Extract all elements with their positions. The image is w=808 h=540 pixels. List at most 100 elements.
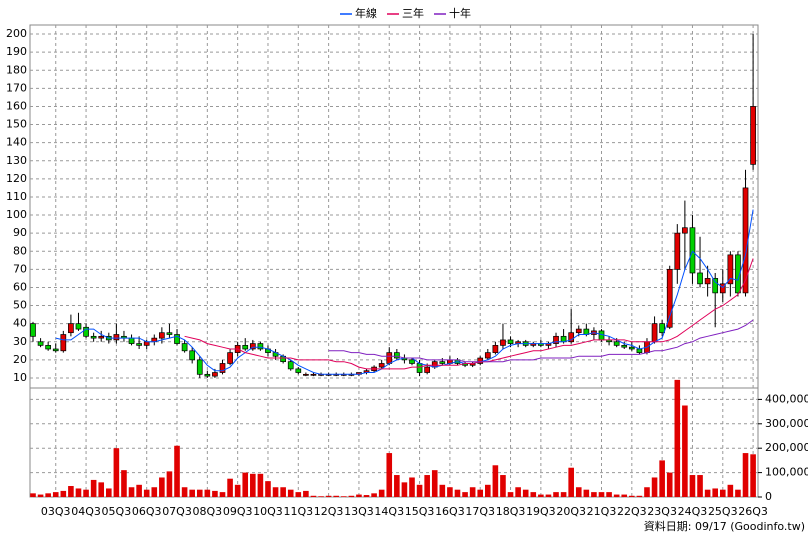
volume-bar [492,465,499,497]
volume-bar [333,495,339,497]
volume-bar [424,475,430,497]
volume-bar [560,492,567,497]
candle-body [287,361,294,370]
volume-bar [515,487,521,497]
candle-body [477,357,484,364]
volume-bar [113,448,120,497]
candle-body [386,352,393,364]
volume-bar [530,492,537,497]
candle-body [249,343,256,350]
volume-bar [606,492,612,497]
volume-bar [219,492,226,497]
x-tick-label: 21Q3 [587,505,617,518]
x-tick-label: 03Q3 [41,505,71,518]
volume-bar [742,453,749,497]
volume-bar [295,492,302,497]
volume-bar [621,494,628,497]
ma-line [328,319,754,363]
y-tick-label: 110 [6,190,27,203]
candle-body [719,283,726,294]
volume-bar [340,496,347,497]
x-tick-label: 04Q3 [71,505,101,518]
volume-bar [575,487,582,497]
x-tick-label: 12Q3 [314,505,344,518]
candle-body [181,343,188,352]
volume-bar [613,494,620,497]
x-tick-label: 09Q3 [223,505,253,518]
x-tick-label: 08Q3 [193,505,223,518]
volume-bar [545,494,552,497]
candle-body [295,368,302,373]
candle-body [75,323,82,330]
x-tick-label: 14Q3 [374,505,404,518]
y-tick-label: 190 [6,45,27,58]
candle-body [621,345,628,348]
candle-body [568,332,575,343]
y2-tick-label: 400,000 [765,392,808,405]
x-tick-label: 10Q3 [253,505,283,518]
x-tick-label: 05Q3 [102,505,132,518]
volume-bar [356,494,362,497]
volume-bar [522,489,529,497]
volume-bar [310,495,317,497]
candle-body [742,187,749,294]
volume-bar [447,487,453,497]
volume-bar [348,495,355,497]
candle-body [303,373,309,376]
volume-bar [394,475,400,497]
volume-bar [454,489,461,497]
candle-body [484,352,491,359]
candle-body [628,346,635,350]
volume-bar [250,473,256,497]
volume-bar [591,492,597,497]
volume-bar [363,495,370,497]
volume-bar [234,484,241,497]
volume-bar [151,487,158,497]
volume-bar [727,484,734,497]
x-tick-label: 15Q3 [405,505,435,518]
y-tick-label: 40 [13,317,27,330]
volume-bar [37,494,44,497]
candle-body [242,345,249,350]
candle-body [651,323,658,343]
x-tick-label: 26Q3 [738,505,768,518]
volume-bar [689,475,696,497]
y-tick-label: 70 [13,262,27,275]
volume-bar [568,467,574,497]
candle-body [575,328,582,334]
volume-bar [174,445,180,497]
x-tick-label: 23Q3 [647,505,677,518]
y-tick-label: 200 [6,27,27,40]
x-tick-label: 13Q3 [344,505,374,518]
x-tick-label: 16Q3 [435,505,465,518]
legend-label: 十年 [449,6,471,20]
volume-bar [462,492,468,497]
volume-bar [629,495,635,497]
volume-bar [227,478,233,497]
candle-body [659,323,665,334]
candle-body [257,343,264,350]
volume-bar [106,488,112,497]
candle-body [30,323,36,337]
x-tick-label: 24Q3 [678,505,708,518]
candle-body [507,339,514,344]
candle-body [83,326,89,337]
y-tick-label: 160 [6,99,27,112]
volume-bar [98,482,105,497]
x-tick-label: 06Q3 [132,505,162,518]
volume-bar [666,472,673,497]
volume-bar [439,484,446,497]
y-tick-label: 60 [13,280,27,293]
candle-body [45,345,52,350]
volume-bar [659,460,665,497]
volume-bar [409,477,415,497]
volume-bar [318,496,324,497]
volume-bar [697,475,703,497]
candle-body [189,350,196,361]
volume-bar [538,494,544,497]
candle-body [113,334,120,341]
volume-bar [431,470,438,497]
volume-bar [196,489,203,497]
candle-body [492,345,499,353]
y-tick-label: 120 [6,172,27,185]
